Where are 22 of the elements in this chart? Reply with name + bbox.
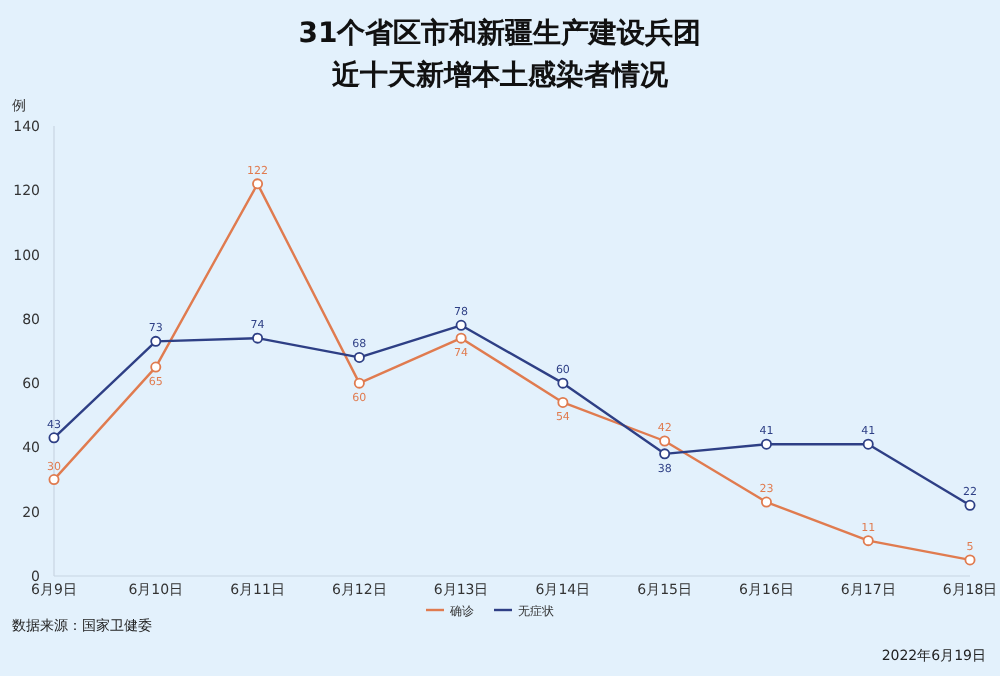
point: [48, 474, 60, 486]
point: [455, 332, 467, 344]
point: [353, 351, 365, 363]
point: [862, 535, 874, 547]
point: [252, 332, 264, 344]
chart-subtitle: 近十天新增本土感染者情况: [330, 58, 670, 92]
point: [659, 448, 671, 460]
point: [252, 178, 264, 190]
point: [862, 438, 874, 450]
point: [760, 496, 772, 508]
point: [659, 435, 671, 447]
point: [557, 377, 569, 389]
point: [964, 554, 976, 566]
point: [964, 499, 976, 511]
point: [557, 396, 569, 408]
point: [760, 438, 772, 450]
chart-title: 31个省区市和新疆生产建设兵团: [298, 16, 702, 50]
point: [353, 377, 365, 389]
point: [48, 432, 60, 444]
point: [150, 335, 162, 347]
point: [455, 319, 467, 331]
point: [150, 361, 162, 373]
